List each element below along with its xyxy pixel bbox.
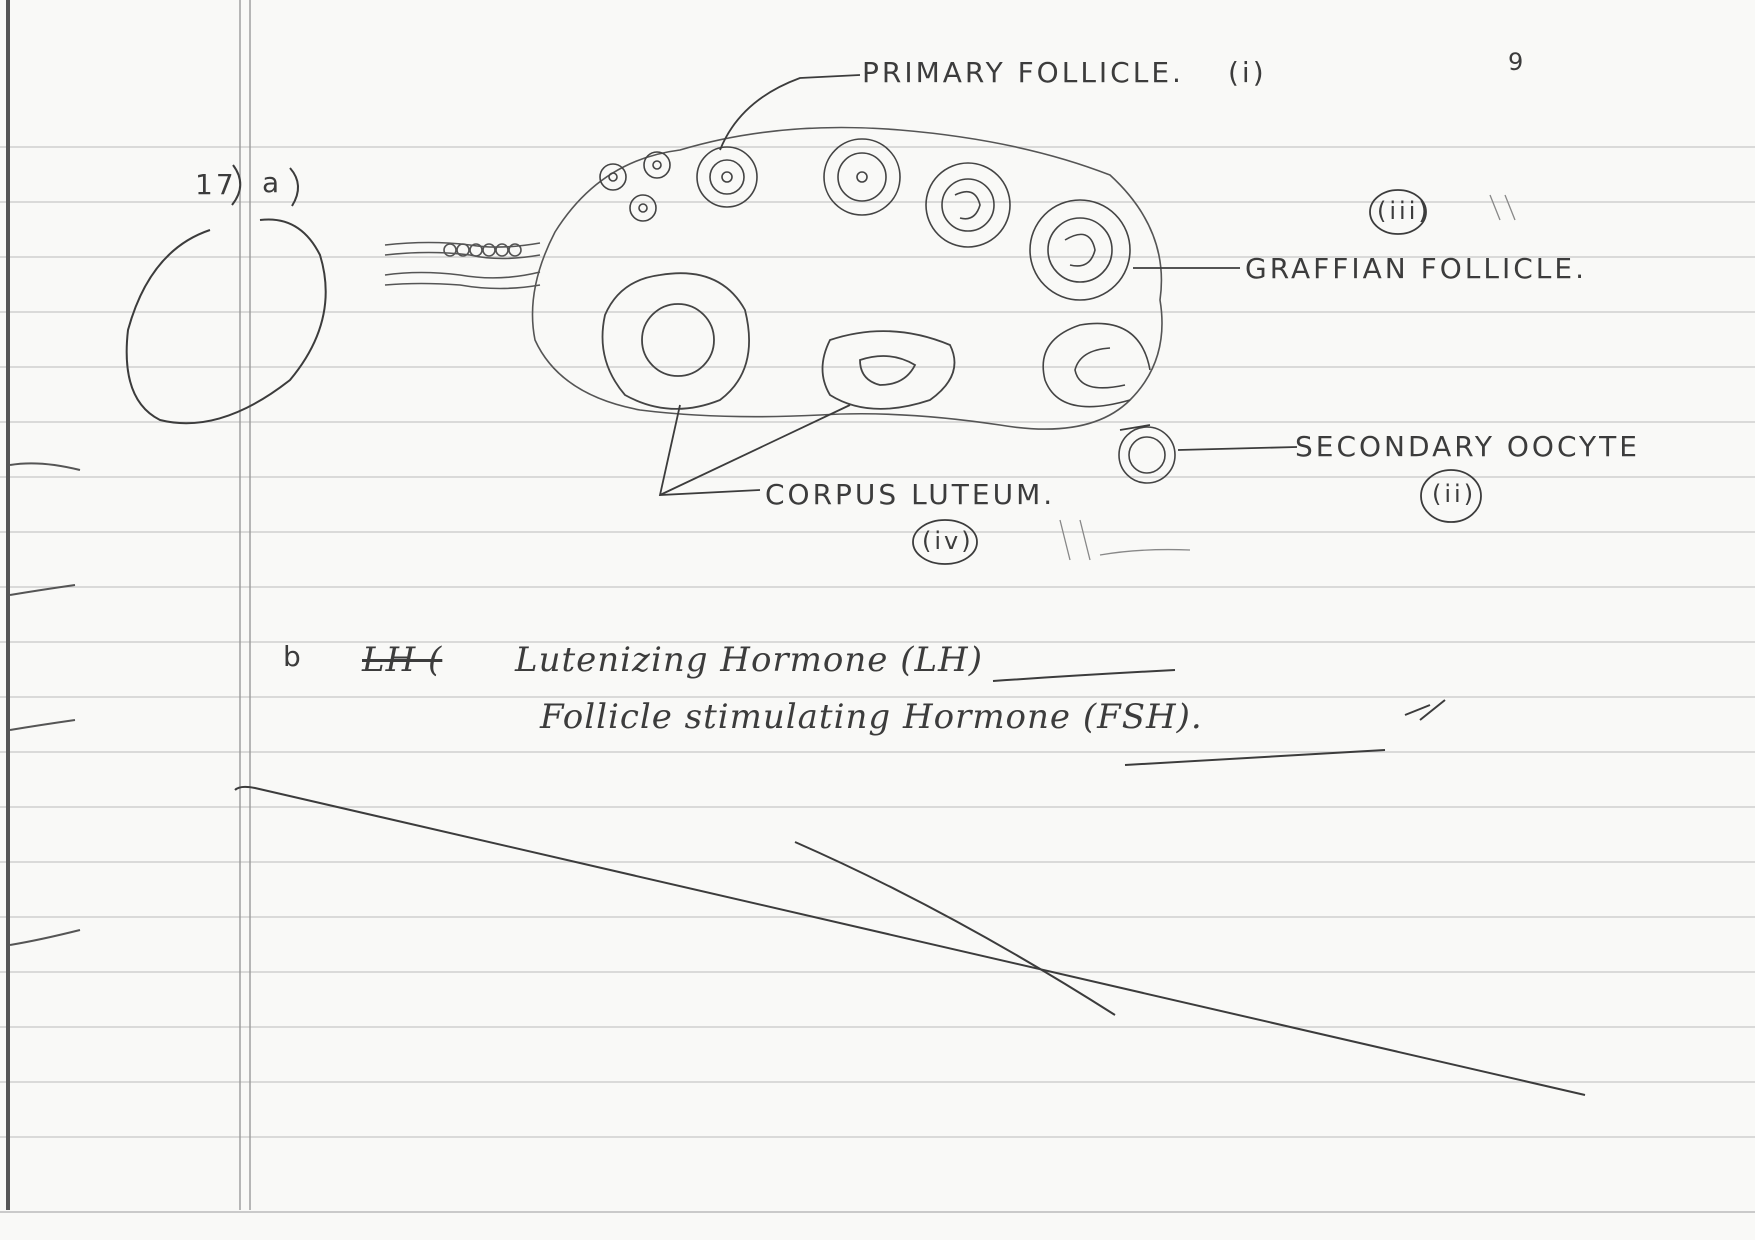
label-secondary-oocyte: SECONDARY OOCYTE [1295,430,1640,463]
marker-graffian-follicle: (iii) [1377,197,1431,225]
primary-follicle-drawing [697,147,757,207]
ovary-diagram [385,128,1162,430]
secondary-follicle-drawing [824,139,900,215]
question-bracket [127,165,326,423]
part-a-label: a [262,166,282,199]
secondary-oocyte-drawing [1119,427,1175,483]
question-number: 17 [195,168,237,201]
part-b-label: b [283,640,304,673]
label-primary-follicle: PRIMARY FOLLICLE. [862,56,1184,89]
corpus-luteum-drawing [603,273,955,409]
cancel-strike-lines [235,787,1585,1095]
leader-lines [660,75,1297,495]
label-graffian-follicle: GRAFFIAN FOLLICLE. [1245,252,1587,285]
margin-ticks [10,463,80,945]
struck-text: LH ( [362,640,442,680]
ruptured-follicle-drawing [1043,323,1150,406]
page-number: 9 [1508,48,1526,76]
marker-corpus-luteum: (iv) [922,527,974,555]
graffian-follicle-drawing [1030,200,1130,300]
answer-b-line1: Lutenizing Hormone (LH) [515,640,983,680]
answer-b-line2: Follicle stimulating Hormone (FSH). [540,697,1203,737]
tertiary-follicle-drawing [926,163,1010,247]
marker-primary-follicle: (i) [1228,56,1267,89]
label-corpus-luteum: CORPUS LUTEUM. [765,478,1055,511]
marker-secondary-oocyte: (ii) [1432,480,1476,508]
